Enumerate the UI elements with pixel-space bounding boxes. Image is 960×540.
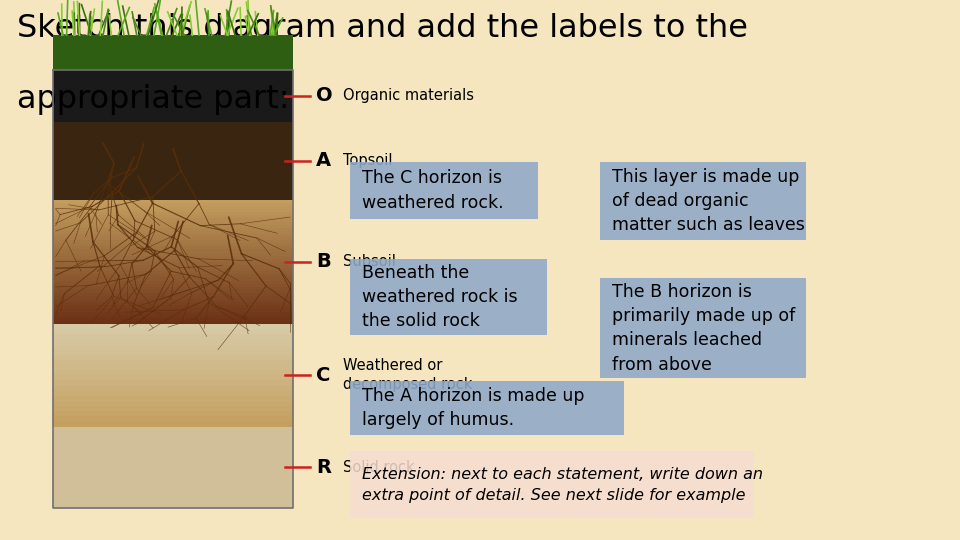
Bar (53, 240, 293, 243)
Bar (53, 228, 293, 231)
Bar (53, 329, 293, 334)
Bar (53, 290, 293, 293)
Bar (53, 306, 293, 308)
Text: The B horizon is
primarily made up of
minerals leached
from above: The B horizon is primarily made up of mi… (612, 282, 795, 374)
Bar (53, 262, 293, 265)
Bar (53, 70, 293, 122)
Bar (53, 284, 293, 287)
Bar (53, 360, 293, 365)
Bar (53, 365, 293, 370)
Bar (53, 334, 293, 339)
Bar (53, 318, 293, 321)
Bar (53, 370, 293, 375)
Bar (53, 212, 293, 215)
Bar (53, 339, 293, 345)
Text: Subsoil: Subsoil (343, 254, 396, 269)
Bar (53, 293, 293, 296)
Bar (53, 122, 293, 200)
Bar (53, 278, 293, 280)
Bar (53, 203, 293, 206)
Bar (53, 35, 293, 70)
Text: C: C (316, 366, 330, 385)
Bar (53, 225, 293, 228)
Bar (53, 386, 293, 391)
Bar (53, 200, 293, 324)
Bar (53, 259, 293, 262)
FancyBboxPatch shape (600, 162, 806, 240)
Bar (53, 215, 293, 218)
Bar (53, 391, 293, 396)
Bar (53, 421, 293, 427)
FancyBboxPatch shape (350, 451, 754, 518)
Bar (53, 209, 293, 212)
Bar (53, 312, 293, 315)
Bar (53, 350, 293, 355)
Text: The A horizon is made up
largely of humus.: The A horizon is made up largely of humu… (362, 387, 585, 429)
Bar (53, 345, 293, 350)
Bar (53, 406, 293, 411)
Bar (53, 255, 293, 259)
Text: Beneath the
weathered rock is
the solid rock: Beneath the weathered rock is the solid … (362, 264, 517, 330)
Bar (53, 268, 293, 271)
Bar (53, 265, 293, 268)
Bar (53, 380, 293, 386)
Bar (53, 411, 293, 416)
Bar (53, 200, 293, 203)
Bar (53, 243, 293, 246)
Text: Weathered or
decomposed rock: Weathered or decomposed rock (343, 359, 472, 392)
Text: appropriate part:: appropriate part: (17, 84, 290, 114)
Bar (53, 296, 293, 299)
Text: A: A (316, 151, 331, 170)
FancyBboxPatch shape (600, 278, 806, 378)
Text: R: R (316, 457, 331, 477)
Bar (53, 274, 293, 278)
Text: Sketch this diagram and add the labels to the: Sketch this diagram and add the labels t… (17, 14, 748, 44)
Text: This layer is made up
of dead organic
matter such as leaves: This layer is made up of dead organic ma… (612, 168, 804, 234)
Bar (53, 427, 293, 508)
Text: Organic materials: Organic materials (343, 89, 473, 103)
Bar (53, 253, 293, 255)
FancyBboxPatch shape (350, 162, 538, 219)
Text: B: B (316, 252, 330, 272)
Text: O: O (316, 86, 332, 105)
Bar (53, 287, 293, 290)
Bar (53, 396, 293, 401)
Text: Extension: next to each statement, write down an
extra point of detail. See next: Extension: next to each statement, write… (362, 467, 763, 503)
Bar (53, 324, 293, 427)
Text: The C horizon is
weathered rock.: The C horizon is weathered rock. (362, 169, 504, 212)
Bar (53, 299, 293, 302)
Text: Topsoil: Topsoil (343, 153, 393, 168)
Bar (53, 234, 293, 237)
Bar (53, 302, 293, 306)
Bar (53, 206, 293, 209)
FancyBboxPatch shape (350, 381, 624, 435)
Bar (53, 221, 293, 225)
Bar (53, 280, 293, 284)
Bar (53, 416, 293, 421)
Bar (53, 375, 293, 380)
Bar (53, 321, 293, 324)
Bar (53, 246, 293, 249)
Bar (53, 315, 293, 318)
Bar (53, 271, 293, 274)
Bar (53, 231, 293, 234)
Text: Solid rock: Solid rock (343, 460, 415, 475)
FancyBboxPatch shape (350, 259, 547, 335)
Bar (53, 308, 293, 312)
Bar (53, 355, 293, 360)
Bar (53, 249, 293, 253)
Bar (53, 237, 293, 240)
Bar (53, 218, 293, 221)
Bar (53, 324, 293, 329)
Bar (53, 401, 293, 406)
